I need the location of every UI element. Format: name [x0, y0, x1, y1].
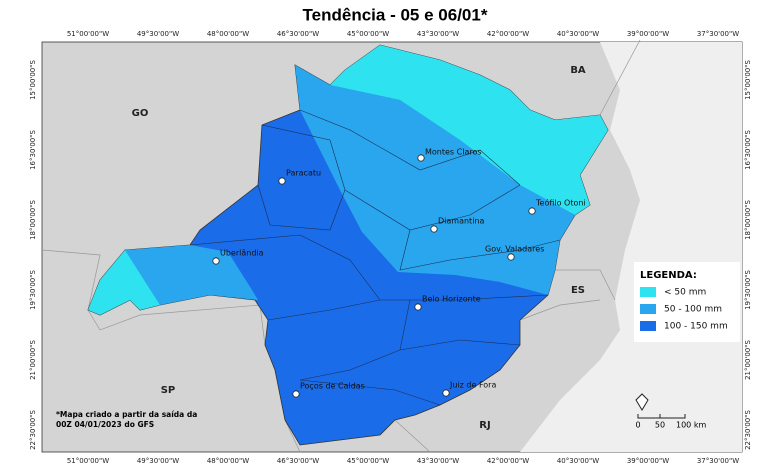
region-under-50: [88, 45, 608, 315]
note-line: *Mapa criado a partir da saída da: [56, 410, 197, 419]
city-marker: [507, 253, 515, 261]
longitude-label: 42°00'00"W: [487, 30, 529, 38]
legend-label: < 50 mm: [664, 288, 706, 298]
scale-label: 50: [655, 421, 665, 430]
latitude-label: 21°00'00"S: [744, 340, 752, 380]
longitude-label: 49°30'00"W: [137, 30, 179, 38]
scale-label: 0: [635, 421, 640, 430]
legend-label: 100 - 150 mm: [664, 322, 728, 332]
longitude-label: 37°30'00"W: [697, 457, 739, 465]
city-label: Poços de Caldas: [300, 382, 365, 391]
longitude-label: 45°00'00"W: [347, 30, 389, 38]
latitude-label: 18°00'00"S: [29, 200, 37, 240]
city-marker: [442, 389, 450, 397]
city-marker: [417, 154, 425, 162]
longitude-label: 45°00'00"W: [347, 457, 389, 465]
city-marker: [528, 207, 536, 215]
north-arrow: [635, 393, 649, 411]
longitude-label: 37°30'00"W: [697, 30, 739, 38]
legend-label: 50 - 100 mm: [664, 305, 722, 315]
longitude-label: 49°30'00"W: [137, 457, 179, 465]
longitude-label: 39°00'00"W: [627, 30, 669, 38]
map-title: Tendência - 05 e 06/01*: [303, 5, 488, 24]
municipal-borders: [189, 109, 561, 406]
longitude-label: 40°30'00"W: [557, 30, 599, 38]
city-label: Teófilo Otoni: [535, 198, 586, 208]
latitude-label: 19°30'00"S: [29, 270, 37, 310]
longitude-label: 51°00'00"W: [67, 30, 109, 38]
longitude-label: 42°00'00"W: [487, 457, 529, 465]
scale-label: 100 km: [676, 421, 706, 430]
city-marker: [414, 303, 422, 311]
longitude-label: 40°30'00"W: [557, 457, 599, 465]
state-label: BA: [570, 65, 586, 76]
city-marker: [430, 225, 438, 233]
longitude-label: 48°00'00"W: [207, 457, 249, 465]
longitude-label: 46°30'00"W: [277, 457, 319, 465]
longitude-label: 43°30'00"W: [417, 457, 459, 465]
city-label: Gov. Valadares: [485, 245, 544, 254]
state-label: ES: [571, 285, 585, 296]
ocean: [520, 42, 742, 452]
longitude-label: 51°00'00"W: [67, 457, 109, 465]
state-borders: [41, 39, 641, 453]
city-label: Juiz de Fora: [449, 381, 496, 390]
latitude-label: 15°00'00"S: [29, 60, 37, 100]
state-label: GO: [132, 108, 149, 119]
longitude-label: 48°00'00"W: [207, 30, 249, 38]
city-label: Paracatu: [286, 169, 321, 178]
latitude-label: 22°30'00"S: [744, 410, 752, 450]
longitude-label: 46°30'00"W: [277, 30, 319, 38]
scale-bar: [637, 414, 686, 419]
state-label: SP: [161, 385, 176, 396]
city-label: Montes Claros: [425, 148, 482, 157]
city-label: Belo Horizonte: [422, 295, 481, 304]
longitude-label: 43°30'00"W: [417, 30, 459, 38]
latitude-label: 16°30'00"S: [744, 130, 752, 170]
legend-swatch: [640, 304, 656, 314]
latitude-label: 22°30'00"S: [29, 410, 37, 450]
longitude-label: 39°00'00"W: [627, 457, 669, 465]
legend-swatch: [640, 321, 656, 331]
latitude-label: 16°30'00"S: [29, 130, 37, 170]
city-label: Diamantina: [438, 217, 484, 226]
legend-title: LEGENDA:: [640, 270, 697, 281]
city-marker: [278, 177, 286, 185]
city-label: Uberlândia: [220, 249, 264, 258]
city-marker: [292, 390, 300, 398]
latitude-label: 21°00'00"S: [29, 340, 37, 380]
latitude-label: 15°00'00"S: [744, 60, 752, 100]
legend-swatch: [640, 287, 656, 297]
latitude-label: 19°30'00"S: [744, 270, 752, 310]
note-line: 00Z 04/01/2023 do GFS: [56, 420, 154, 429]
region-50-100: [125, 65, 575, 305]
latitude-label: 18°00'00"S: [744, 200, 752, 240]
city-marker: [212, 257, 220, 265]
state-label: RJ: [479, 420, 490, 431]
